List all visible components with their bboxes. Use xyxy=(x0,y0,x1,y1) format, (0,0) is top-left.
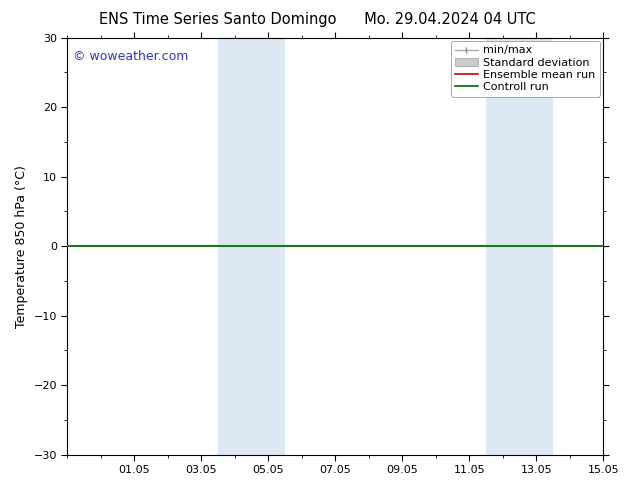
Legend: min/max, Standard deviation, Ensemble mean run, Controll run: min/max, Standard deviation, Ensemble me… xyxy=(451,41,600,97)
Text: © woweather.com: © woweather.com xyxy=(73,50,188,63)
Y-axis label: Temperature 850 hPa (°C): Temperature 850 hPa (°C) xyxy=(15,165,28,328)
Text: ENS Time Series Santo Domingo      Mo. 29.04.2024 04 UTC: ENS Time Series Santo Domingo Mo. 29.04.… xyxy=(99,12,535,27)
Bar xyxy=(218,38,285,455)
Bar xyxy=(486,38,553,455)
